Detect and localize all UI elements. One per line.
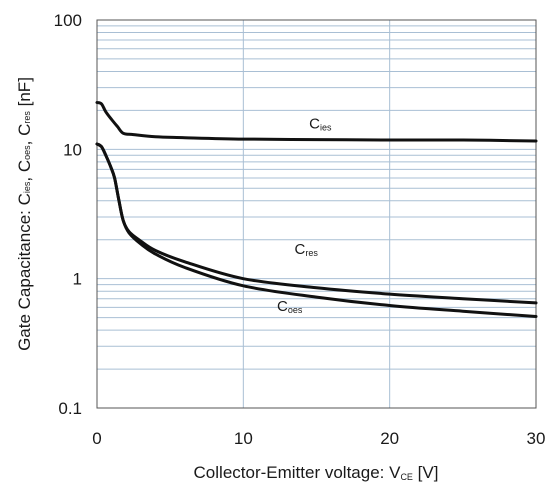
series-line-cies — [95, 101, 538, 143]
y-tick-label: 1 — [73, 270, 82, 289]
annotation-cies: Cies — [309, 115, 332, 132]
y-tick-label: 100 — [54, 11, 82, 30]
x-axis-title: Collector-Emitter voltage: VCE [V] — [194, 463, 439, 482]
series-group — [95, 101, 538, 318]
y-axis-title: Gate Capacitance: Cies, Coes, Cres [nF] — [15, 77, 34, 351]
y-tick-label: 10 — [63, 140, 82, 159]
grid-lines — [97, 20, 536, 408]
series-line-coes — [95, 142, 538, 318]
x-tick-label: 10 — [234, 429, 253, 448]
curve-annotations: Cies Cres Coes — [277, 115, 332, 315]
x-tick-label: 0 — [92, 429, 101, 448]
x-tick-label: 20 — [380, 429, 399, 448]
tick-labels: 0 10 20 30 0.1 1 10 100 — [54, 11, 545, 448]
annotation-coes: Coes — [277, 298, 303, 315]
annotation-cres: Cres — [295, 241, 319, 258]
plot-frame — [96, 19, 537, 409]
x-tick-label: 30 — [527, 429, 545, 448]
y-tick-label: 0.1 — [58, 399, 82, 418]
